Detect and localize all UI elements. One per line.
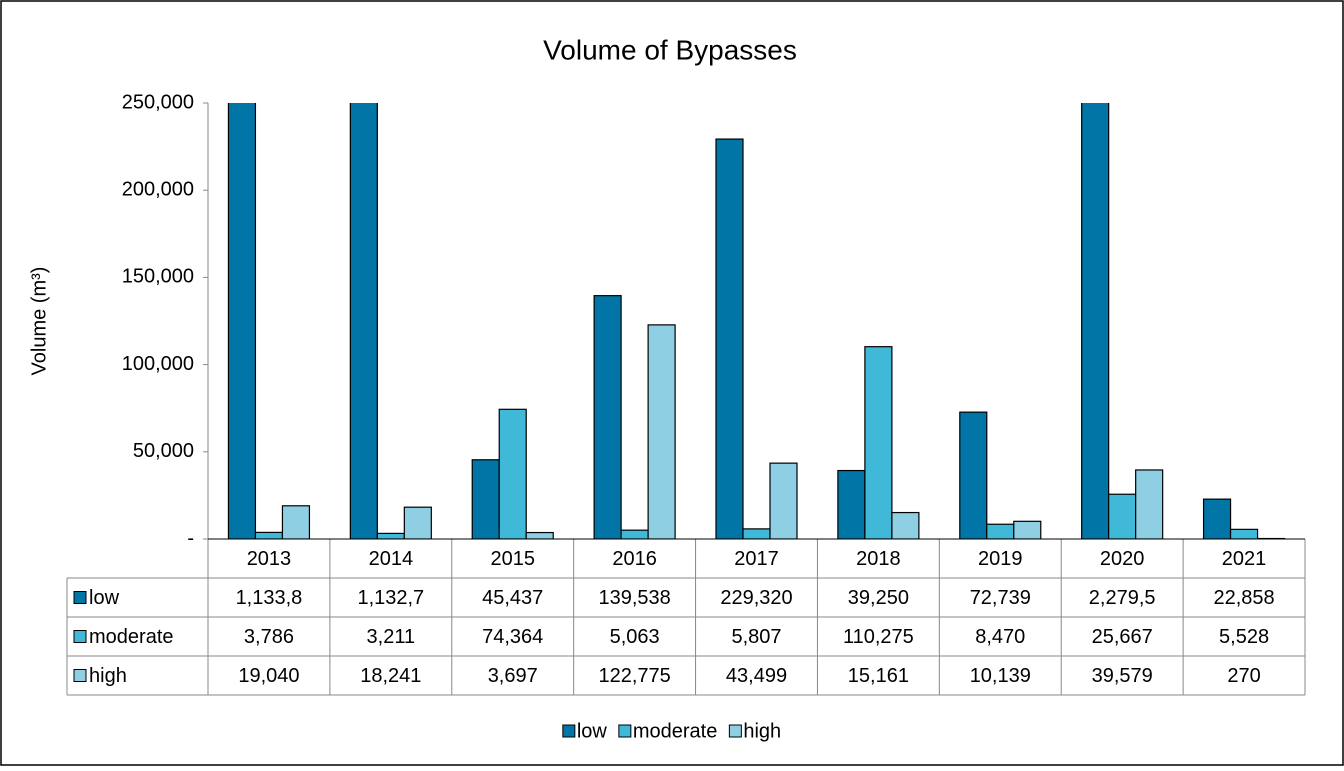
bar — [404, 507, 431, 539]
bar — [716, 139, 743, 539]
table-cell: 110,275 — [843, 626, 914, 648]
table-cell: 39,250 — [848, 587, 909, 609]
bar — [838, 471, 865, 539]
bar — [648, 325, 675, 539]
table-cell: 74,364 — [482, 626, 543, 648]
bar — [1136, 470, 1163, 539]
y-tick-label: 150,000 — [122, 266, 194, 288]
legend-label: moderate — [633, 720, 718, 742]
legend-label: low — [577, 720, 608, 742]
table-cell: 45,437 — [482, 587, 543, 609]
table-cell: 3,786 — [244, 626, 294, 648]
bar — [743, 529, 770, 539]
table-cell: 18,241 — [360, 665, 421, 687]
legend-key — [619, 725, 631, 737]
table-cell: 1,133,8 — [236, 587, 303, 609]
table-cell: 2,279,5 — [1089, 587, 1156, 609]
x-tick-label: 2016 — [612, 548, 657, 570]
bar — [865, 347, 892, 539]
table-legend-key — [74, 592, 86, 604]
table-row-name: low — [89, 587, 120, 609]
bar — [255, 532, 282, 539]
bar — [282, 506, 309, 539]
y-tick-label: 100,000 — [122, 353, 194, 375]
table-cell: 3,697 — [488, 665, 538, 687]
table-cell: 39,579 — [1092, 665, 1153, 687]
table-cell: 5,528 — [1219, 626, 1269, 648]
table-cell: 25,667 — [1092, 626, 1153, 648]
bar — [960, 412, 987, 539]
bar — [1231, 529, 1258, 539]
y-tick-label: 50,000 — [133, 440, 194, 462]
bar — [987, 524, 1014, 539]
bar — [499, 409, 526, 539]
x-tick-label: 2018 — [856, 548, 901, 570]
table-row-name: moderate — [89, 626, 174, 648]
x-tick-label: 2020 — [1100, 548, 1145, 570]
table-cell: 19,040 — [238, 665, 299, 687]
bar — [526, 533, 553, 539]
x-tick-label: 2013 — [247, 548, 292, 570]
bar — [892, 513, 919, 539]
x-tick-label: 2019 — [978, 548, 1023, 570]
table-cell: 5,063 — [610, 626, 660, 648]
x-tick-label: 2017 — [734, 548, 779, 570]
y-tick-label: 200,000 — [122, 178, 194, 200]
legend-label: high — [743, 720, 781, 742]
bar — [1109, 494, 1136, 539]
bar — [377, 533, 404, 539]
table-cell: 3,211 — [367, 626, 416, 648]
table-row-name: high — [89, 665, 127, 687]
bar — [472, 460, 499, 539]
table-cell: 8,470 — [975, 626, 1025, 648]
y-tick-label: - — [187, 527, 194, 549]
y-axis-label: Volume (m³) — [28, 267, 50, 376]
table-cell: 15,161 — [848, 665, 909, 687]
x-tick-label: 2015 — [490, 548, 535, 570]
table-cell: 10,139 — [970, 665, 1031, 687]
table-cell: 139,538 — [598, 587, 670, 609]
chart-title: Volume of Bypasses — [543, 34, 797, 65]
x-tick-label: 2021 — [1222, 548, 1267, 570]
bar — [1204, 499, 1231, 539]
table-cell: 5,807 — [731, 626, 781, 648]
table-cell: 229,320 — [720, 587, 792, 609]
table-cell: 122,775 — [598, 665, 670, 687]
table-legend-key — [74, 631, 86, 643]
table-cell: 1,132,7 — [357, 587, 424, 609]
x-tick-label: 2014 — [369, 548, 414, 570]
table-cell: 43,499 — [726, 665, 787, 687]
table-cell: 72,739 — [970, 587, 1031, 609]
legend-key — [729, 725, 741, 737]
y-tick-label: 250,000 — [122, 91, 194, 113]
bar — [1014, 521, 1041, 539]
bar — [770, 463, 797, 539]
table-cell: 22,858 — [1213, 587, 1274, 609]
table-legend-key — [74, 670, 86, 682]
legend: low moderate high — [563, 720, 781, 742]
table-cell: 270 — [1227, 665, 1260, 687]
bar — [594, 296, 621, 539]
bar — [621, 530, 648, 539]
legend-key — [563, 725, 575, 737]
